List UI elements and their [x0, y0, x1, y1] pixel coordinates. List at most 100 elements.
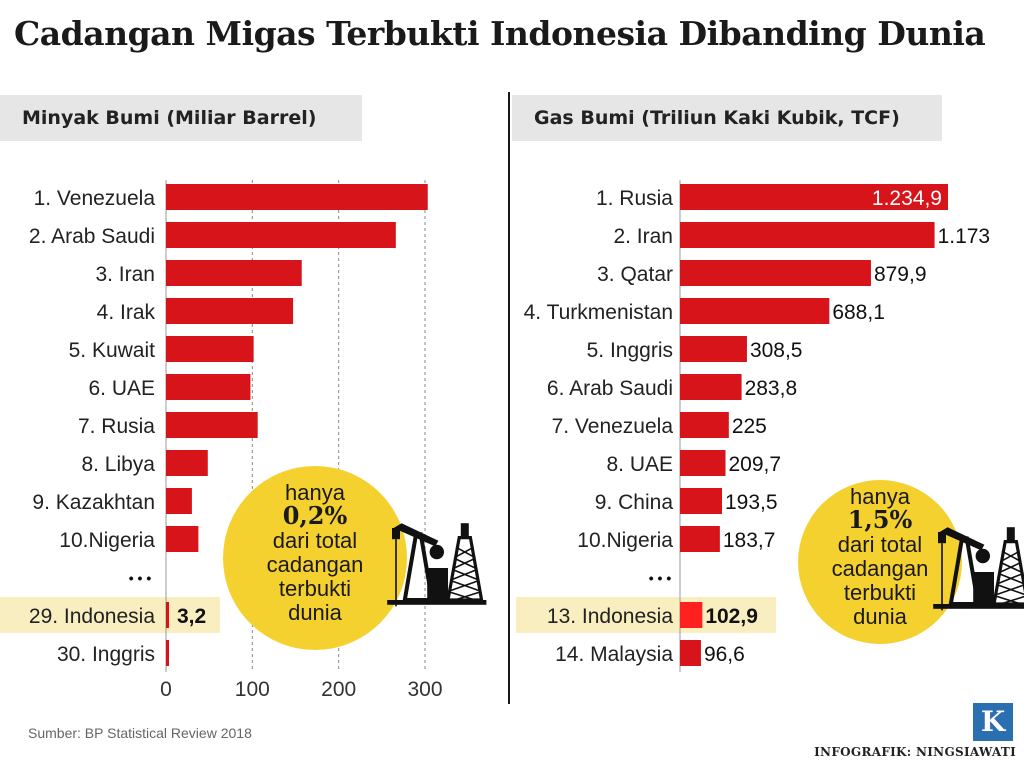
category-label: 1. Venezuela [34, 187, 156, 210]
callout-line: dunia [853, 604, 908, 629]
data-label: 209,7 [729, 453, 782, 476]
bar [166, 260, 302, 286]
callout-line: cadangan [267, 552, 364, 577]
derrick-brace [1001, 550, 1020, 562]
data-label: 1.173 [938, 225, 991, 248]
derrick-brace [454, 557, 476, 569]
derrick-top [1006, 527, 1015, 542]
data-label: 102,9 [705, 605, 758, 628]
bar [166, 298, 294, 324]
x-tick-label: 100 [235, 678, 270, 701]
category-label: 14. Malaysia [555, 643, 673, 666]
category-label: 5. Inggris [587, 339, 673, 362]
x-tick-label: 300 [407, 678, 442, 701]
category-label: 13. Indonesia [547, 605, 673, 628]
bar [680, 298, 830, 324]
category-label: 4. Turkmenistan [524, 301, 673, 324]
derrick-brace [998, 572, 1024, 584]
infographic-credit: INFOGRAFIK: NINGSIAWATI [814, 745, 1016, 759]
callout-bubble [798, 480, 962, 644]
data-label: 3,2 [177, 605, 206, 628]
x-tick-label: 200 [321, 678, 356, 701]
bar [166, 412, 258, 438]
category-label: 5. Kuwait [69, 339, 156, 362]
bar [166, 602, 169, 628]
bar [166, 336, 254, 362]
bar [166, 184, 428, 210]
derrick-frame [446, 536, 484, 602]
category-label: 9. Kazakhtan [32, 491, 155, 514]
pump-crank [429, 544, 444, 560]
callout-line: terbukti [844, 580, 916, 605]
bar [166, 526, 199, 552]
bar [680, 412, 729, 438]
bar [680, 450, 726, 476]
bar [680, 640, 701, 666]
derrick-top [460, 523, 469, 538]
category-label: 4. Irak [97, 301, 156, 324]
callout-line: hanya [285, 480, 346, 505]
data-label: 308,5 [750, 339, 803, 362]
category-label: 30. Inggris [57, 643, 155, 666]
bar [680, 222, 935, 248]
bar [166, 222, 396, 248]
data-label: 193,5 [725, 491, 778, 514]
gas-chart: 1. Rusia 1.234,9 2. Iran 1.173 3. Qatar 879,9… [516, 180, 1024, 672]
brand-logo: K [973, 703, 1013, 741]
bar [680, 374, 742, 400]
oil-rig-icon [387, 523, 487, 607]
rig-base [933, 604, 1024, 609]
derrick-brace [450, 580, 479, 592]
callout-line: terbukti [279, 576, 351, 601]
category-label: 1. Rusia [596, 187, 673, 210]
derrick-frame [992, 540, 1024, 606]
category-label: 10.Nigeria [577, 529, 673, 552]
pump-motor [427, 568, 448, 600]
category-label: 6. UAE [88, 377, 155, 400]
pump-head [938, 532, 946, 544]
category-label: 8. Libya [81, 453, 155, 476]
bar [166, 450, 208, 476]
bar [680, 260, 871, 286]
callout-value: 0,2% [283, 501, 348, 530]
category-label: 7. Venezuela [552, 415, 674, 438]
category-label: 10.Nigeria [59, 529, 155, 552]
oil-rig-icon [933, 527, 1024, 611]
data-label: 1.234,9 [872, 187, 942, 210]
data-label: 183,7 [723, 529, 776, 552]
bar [680, 526, 720, 552]
derrick-brace [996, 584, 1024, 596]
derrick-brace [455, 546, 474, 558]
callout-line: dari total [273, 528, 357, 553]
oil-chart: 1. Venezuela 2. Arab Saudi 3. Iran 4. Irak 5… [0, 180, 487, 701]
callout-line: hanya [850, 484, 911, 509]
ellipsis-label: • • • [129, 570, 152, 586]
callout-line: dari total [838, 532, 922, 557]
callout-line: cadangan [832, 556, 929, 581]
data-label: 225 [732, 415, 767, 438]
bar [166, 488, 192, 514]
bar [680, 184, 948, 210]
category-label: 2. Iran [613, 225, 673, 248]
bar [680, 336, 747, 362]
ellipsis-label: • • • [649, 570, 672, 586]
data-label: 879,9 [874, 263, 927, 286]
source-note: Sumber: BP Statistical Review 2018 [28, 725, 252, 741]
category-label: 9. China [595, 491, 674, 514]
category-label: 8. UAE [606, 453, 673, 476]
x-tick-label: 0 [160, 678, 172, 701]
callout-value: 1,5% [848, 505, 913, 534]
category-label: 3. Qatar [597, 263, 673, 286]
data-label: 96,6 [704, 643, 745, 666]
category-label: 2. Arab Saudi [29, 225, 155, 248]
category-label: 3. Iran [95, 263, 155, 286]
bar [680, 488, 722, 514]
oil-panel-header: Minyak Bumi (Miliar Barrel) [0, 95, 362, 141]
bar [166, 640, 169, 666]
page-title: Cadangan Migas Terbukti Indonesia Diband… [14, 14, 986, 53]
gas-panel-header: Gas Bumi (Triliun Kaki Kubik, TCF) [512, 95, 942, 141]
pump-motor [973, 572, 994, 604]
category-label: 29. Indonesia [29, 605, 155, 628]
highlight-band [516, 597, 776, 633]
